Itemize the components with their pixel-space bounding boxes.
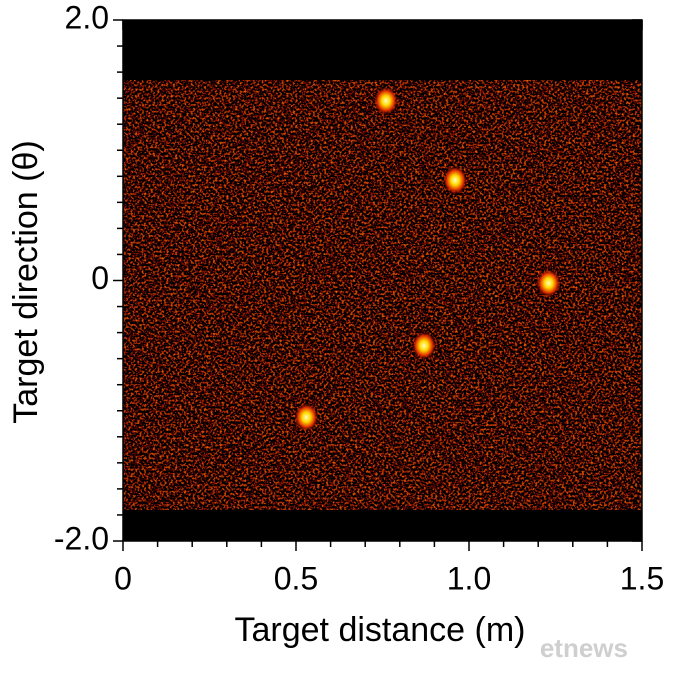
hotspot [294, 403, 319, 432]
y-tick-label: -2.0 [54, 520, 109, 556]
y-tick-label: 0 [91, 260, 109, 296]
hotspot [412, 331, 437, 360]
y-axis-label: Target direction (θ) [7, 140, 45, 423]
x-tick-label: 1.0 [447, 560, 491, 596]
y-tick-label: 2.0 [65, 0, 109, 35]
x-tick-label: 0 [114, 560, 132, 596]
x-tick-label: 1.5 [620, 560, 664, 596]
watermark: etnews [540, 633, 628, 663]
background-noise [123, 80, 642, 510]
hotspot [443, 166, 468, 195]
x-axis-label: Target distance (m) [235, 611, 526, 649]
hotspot [536, 269, 561, 298]
hotspot [373, 86, 398, 115]
x-tick-label: 0.5 [274, 560, 318, 596]
